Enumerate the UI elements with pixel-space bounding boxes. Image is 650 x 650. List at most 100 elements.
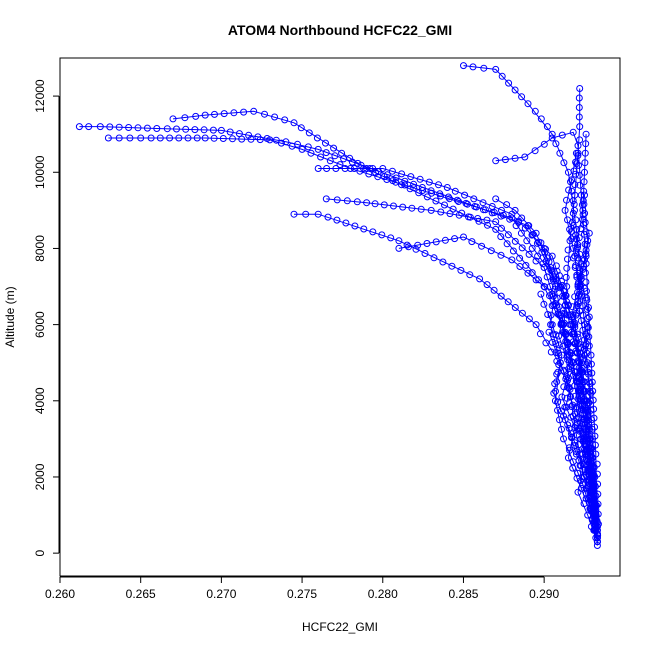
data-point [163,125,171,133]
data-point [577,225,585,233]
data-point [219,135,227,142]
series-line [495,131,598,535]
data-point [525,250,533,258]
data-point [586,505,594,513]
data-point [395,244,403,252]
data-point [395,237,403,245]
data-point [569,222,577,230]
x-tick-label: 0.290 [529,587,559,601]
data-point [181,114,189,122]
data-point [563,196,570,204]
data-point [209,126,217,134]
data-point [574,395,582,403]
data-point [592,513,600,521]
data-point [575,113,583,121]
data-point [461,191,469,199]
data-point [266,136,274,144]
data-point [425,178,433,186]
data-point [551,380,559,388]
data-point [581,159,589,167]
data-point [568,403,576,410]
data-point [549,276,557,284]
y-tick-label: 6000 [33,311,47,338]
data-point [564,356,572,364]
data-point [478,242,486,250]
data-point [193,134,201,142]
data-point [572,311,580,319]
data-point [540,283,548,290]
data-point [134,124,142,132]
data-point [525,315,533,323]
data-point [423,193,431,201]
data-point [446,195,453,203]
series-line [172,110,597,531]
data-point [558,425,565,433]
data-point [577,272,585,280]
x-axis-label: HCFC22_GMI [302,620,378,634]
data-point [346,154,354,162]
data-point [492,65,500,73]
data-point [191,126,199,134]
data-point [582,427,590,435]
data-point [441,236,449,244]
data-point [565,444,573,452]
data-point [173,125,180,133]
data-point [561,288,569,296]
data-point [307,149,315,157]
data-point [556,149,564,157]
data-point [556,359,564,367]
data-point [511,154,519,162]
data-point [331,152,339,160]
data-point [143,124,151,132]
data-point [593,526,601,534]
data-point [115,134,123,142]
data-point [590,405,598,413]
data-point [445,193,452,201]
data-point [571,293,579,301]
data-point [463,200,471,208]
data-point [552,140,560,148]
data-point [322,149,330,157]
data-point [106,123,114,131]
data-point [421,250,429,257]
data-point [574,300,582,308]
data-point [175,134,183,142]
data-point [549,292,557,300]
data-point [569,464,577,472]
data-point [96,123,104,131]
data-point [579,378,587,386]
data-point [592,534,600,542]
data-point [544,254,552,262]
data-point [579,216,586,223]
data-point [240,108,248,116]
data-point [562,273,570,281]
data-point [584,323,592,330]
data-point [540,140,548,148]
data-point [518,93,526,101]
data-point [558,351,566,359]
data-point [582,140,590,148]
data-point [521,153,529,161]
data-point [271,113,279,121]
x-tick-label: 0.285 [448,587,478,601]
data-point [558,131,566,139]
data-point [210,134,218,142]
data-point [230,109,238,117]
data-point [476,275,484,283]
data-point [566,385,574,393]
data-point [585,304,592,311]
data-point [313,134,321,142]
data-point [574,333,582,341]
data-point [511,304,519,311]
data-point [571,191,579,199]
data-point [560,328,567,336]
data-point [414,241,422,249]
data-point [548,302,556,310]
data-point [468,238,476,246]
data-point [531,147,539,155]
data-point [277,139,285,147]
data-point [369,228,377,236]
data-point [380,201,388,209]
data-point [579,465,587,473]
data-point [451,187,459,195]
